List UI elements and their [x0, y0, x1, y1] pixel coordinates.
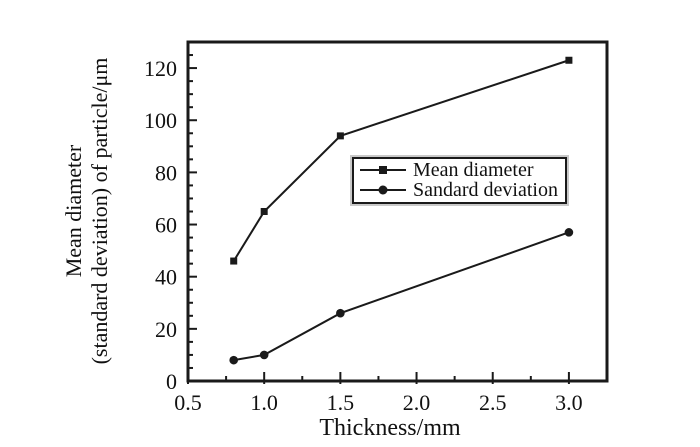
y-tick-label: 60: [155, 213, 177, 238]
y-tick-label: 20: [155, 317, 177, 342]
y-tick-label: 120: [144, 56, 177, 81]
x-tick-label: 1.5: [327, 390, 355, 415]
data-point-mean-diameter: [336, 132, 344, 140]
legend-key-square-icon: [360, 166, 406, 174]
data-point-mean-diameter: [230, 257, 238, 265]
data-point-mean-diameter: [565, 56, 573, 64]
x-tick-label: 3.0: [555, 390, 583, 415]
x-tick-label: 2.0: [403, 390, 431, 415]
data-point-sandard-deviation: [259, 350, 269, 360]
data-point-sandard-deviation: [229, 355, 239, 365]
series-line-mean-diameter: [232, 59, 570, 262]
y-axis-title-line2: (standard deviation) of particle/μm: [87, 57, 112, 365]
y-tick-label: 80: [155, 160, 177, 185]
data-point-sandard-deviation: [336, 308, 345, 318]
legend-entry-mean-diameter: Mean diameter: [358, 160, 558, 180]
data-point-sandard-deviation: [564, 228, 574, 237]
chart-legend: Mean diameter Sandard deviation: [350, 155, 569, 206]
y-tick-label: 0: [166, 369, 177, 394]
x-tick-label: 1.0: [250, 390, 278, 415]
y-axis-title-line1: Mean diameter: [61, 144, 86, 278]
y-tick-label: 40: [155, 265, 177, 290]
y-axis-title: Mean diameter (standard deviation) of pa…: [61, 58, 113, 365]
x-tick-label: 2.5: [479, 390, 507, 415]
legend-label-standard-deviation: Sandard deviation: [413, 179, 558, 201]
y-tick-label: 100: [144, 108, 177, 133]
plot-frame: [186, 40, 609, 383]
legend-key-circle-icon: [360, 185, 406, 195]
legend-entry-standard-deviation: Sandard deviation: [358, 180, 558, 200]
series-line-sandard-deviation: [233, 231, 570, 362]
x-axis-title: Thickness/mm: [319, 415, 461, 441]
x-tick-label: 0.5: [174, 390, 202, 415]
data-point-mean-diameter: [260, 208, 268, 215]
legend-label-mean-diameter: Mean diameter: [413, 159, 534, 181]
